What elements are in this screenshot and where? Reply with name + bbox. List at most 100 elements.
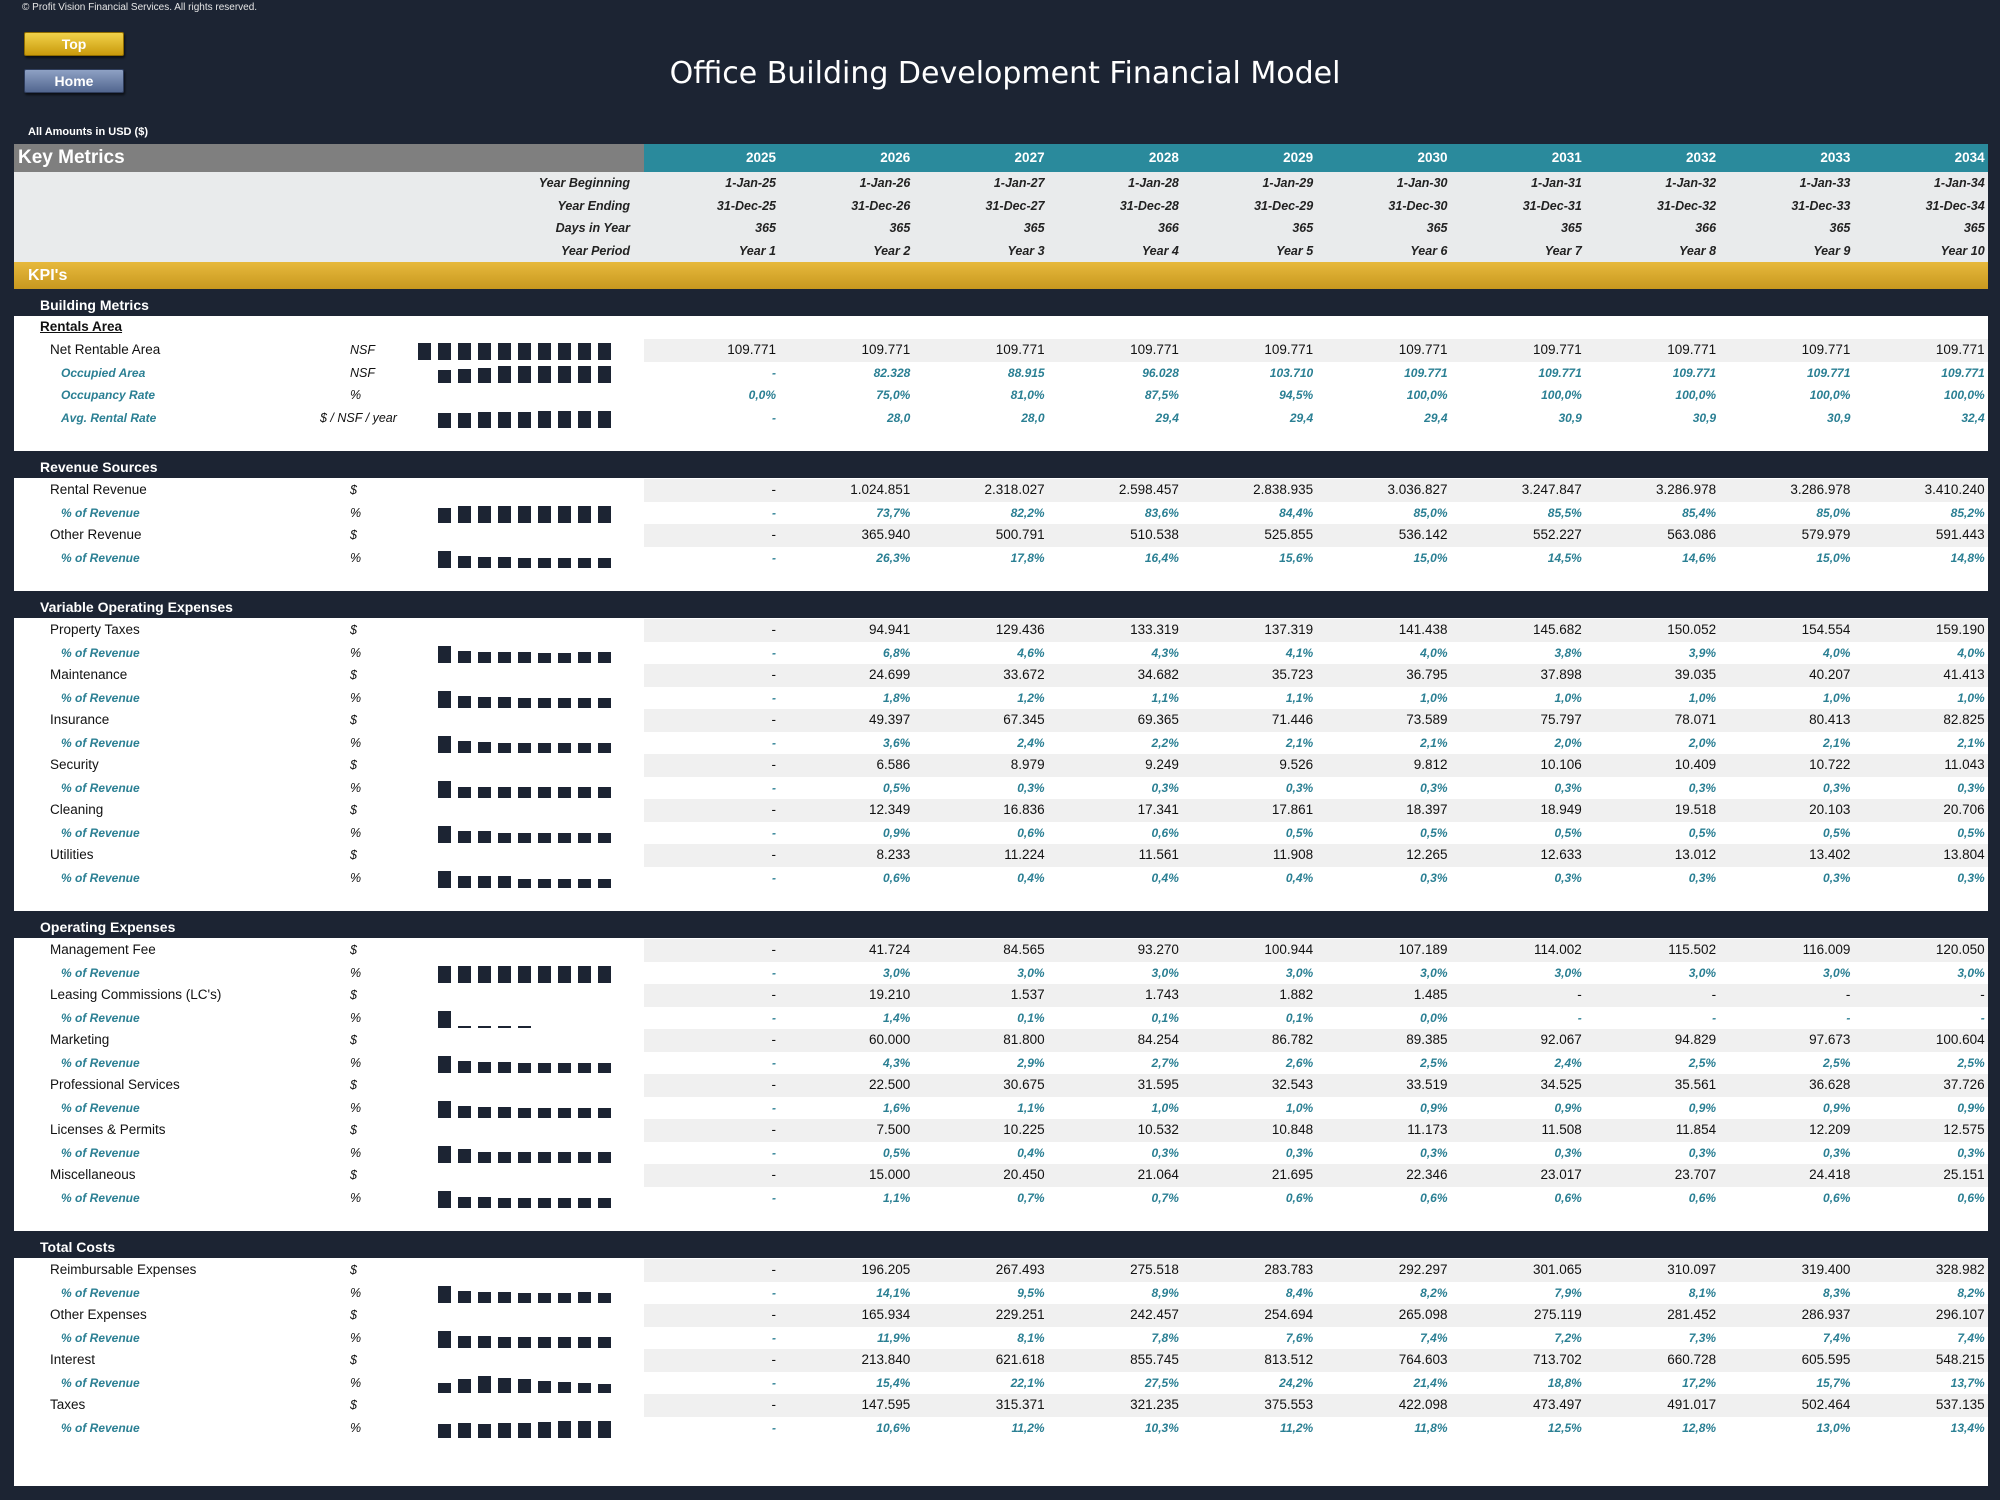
value-cell: 7,6% [1285, 1330, 1314, 1345]
unit-label: % [350, 870, 362, 885]
value-cell: - [771, 757, 777, 772]
row-shading [644, 1394, 1988, 1417]
value-cell: 100,0% [1541, 388, 1582, 402]
value-cell: 196.205 [861, 1262, 911, 1277]
sparkline-bar [438, 780, 451, 798]
sparkline-bar [538, 1292, 551, 1303]
date-cell: 1-Jan-33 [1799, 176, 1851, 190]
value-cell: 100,0% [1675, 388, 1717, 402]
value-cell: 145.682 [1532, 622, 1582, 637]
sparkline-bar [498, 787, 511, 798]
row-label: Occupied Area [61, 365, 146, 380]
value-cell: 28,0 [1021, 410, 1045, 425]
unit-label: $ [350, 668, 357, 682]
row-shading [644, 754, 1988, 777]
sparkline-bar [598, 1384, 611, 1393]
value-cell: - [772, 780, 776, 795]
date-cell: 365 [1560, 221, 1582, 235]
ratio-row: % of Revenue% - 1,1% 0,7% 0,7% 0,6% 0,6% 0,6% 0,… [14, 1187, 1988, 1210]
section-header: Building Metrics [14, 289, 1988, 316]
unit-label: % [350, 1420, 362, 1435]
value-cell: 548.215 [1935, 1352, 1985, 1367]
sparkline-bar [598, 1062, 611, 1073]
sparkline-bar [458, 343, 471, 360]
home-button[interactable]: Home [24, 69, 124, 93]
value-cell: 14,5% [1547, 550, 1582, 565]
date-cell: 1-Jan-30 [1396, 176, 1448, 190]
sparkline-bar [558, 652, 571, 663]
sparkline-bar [498, 1152, 511, 1163]
date-cell: 31-Dec-34 [1925, 198, 1985, 213]
value-cell: 109.771 [995, 342, 1045, 357]
value-cell: 292.297 [1398, 1262, 1448, 1277]
unit-label: % [350, 735, 362, 750]
sparkline-bar [598, 787, 611, 798]
sparkline-bar [458, 555, 471, 568]
value-cell: 12.633 [1540, 847, 1582, 862]
value-cell: 2,5% [1823, 1055, 1851, 1070]
sparkline-bar [518, 1107, 531, 1118]
value-cell: - [772, 1420, 776, 1435]
sparkline-bar [478, 1336, 491, 1348]
value-cell: 0,3% [1688, 870, 1717, 885]
value-cell: 1.537 [1010, 987, 1045, 1002]
value-cell: 0,3% [1823, 870, 1851, 885]
date-cell: 1-Jan-34 [1933, 176, 1985, 190]
sparkline-bar [498, 965, 511, 983]
value-cell: 7,4% [1420, 1330, 1448, 1345]
value-cell: 473.497 [1532, 1397, 1582, 1412]
value-cell: 213.840 [861, 1352, 911, 1367]
top-button[interactable]: Top [24, 32, 124, 56]
date-cell: 1-Jan-27 [993, 176, 1045, 190]
subsection-header: Rentals Area [40, 319, 123, 334]
value-cell: 3,0% [1285, 965, 1314, 980]
metric-row: Utilities $ - 8.233 11.224 11.561 11.908 12.265… [14, 844, 1988, 867]
value-cell: 96.028 [1142, 365, 1179, 380]
unit-label: $ [350, 1308, 357, 1322]
row-shading [644, 339, 1988, 362]
row-label: Taxes [50, 1397, 86, 1412]
value-cell: 286.937 [1801, 1307, 1851, 1322]
unit-label: % [350, 1285, 362, 1300]
value-cell: 81,0% [1010, 388, 1045, 402]
value-cell: 2,5% [1957, 1055, 1985, 1070]
value-cell: 0,3% [1957, 1145, 1985, 1160]
value-cell: - [772, 1010, 776, 1025]
sparkline-bar [438, 1100, 451, 1118]
sparkline-bar [498, 343, 511, 360]
sparkline [418, 964, 628, 983]
sparkline-bar [478, 742, 491, 753]
sparkline-bar [518, 365, 531, 383]
metric-row: Insurance $ - 49.397 67.345 69.365 71.446 73.58… [14, 709, 1988, 732]
value-cell: 11.908 [1272, 847, 1314, 862]
sparkline-bar [478, 1291, 491, 1303]
year-header-cell: 2027 [1014, 150, 1045, 165]
value-cell: 4,3% [882, 1055, 911, 1070]
value-cell: 1,6% [882, 1100, 911, 1115]
sparkline-bar [498, 742, 511, 753]
row-label: % of Revenue [61, 1285, 140, 1300]
value-cell: 73,7% [876, 505, 911, 520]
sparkline-bar [518, 1336, 531, 1348]
value-cell: 89.385 [1406, 1032, 1448, 1047]
row-label: Professional Services [50, 1077, 180, 1092]
year-header-cell: 2031 [1551, 150, 1582, 165]
sparkline-bar [598, 832, 611, 843]
section-header: Operating Expenses [14, 911, 1988, 938]
value-cell: 93.270 [1137, 942, 1179, 957]
sparkline-bar [478, 787, 491, 798]
value-cell: 31.595 [1137, 1077, 1179, 1092]
sparkline-bar [478, 367, 491, 383]
sparkline-bar [478, 1061, 491, 1073]
value-cell: 81.800 [1003, 1032, 1045, 1047]
value-cell: 12.575 [1943, 1122, 1985, 1137]
sparkline-bar [438, 1424, 451, 1438]
row-shading [644, 1074, 1988, 1097]
sparkline-bar [538, 365, 551, 383]
value-cell: 32.543 [1271, 1077, 1314, 1092]
value-cell: 0,4% [1285, 870, 1314, 885]
sparkline [418, 341, 628, 360]
metric-row: Interest $ - 213.840 621.618 855.745 813.512 76… [14, 1349, 1988, 1372]
unit-label: $ [350, 758, 357, 772]
value-cell: 8,4% [1285, 1285, 1314, 1300]
